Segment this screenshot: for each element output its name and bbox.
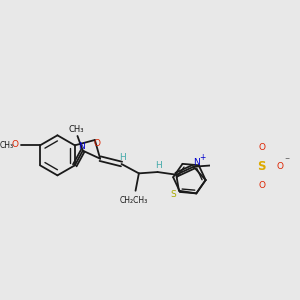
Text: H: H xyxy=(119,153,126,162)
Text: O: O xyxy=(277,161,284,170)
Text: CH₃: CH₃ xyxy=(0,141,14,150)
Text: O: O xyxy=(258,181,265,190)
Text: CH₃: CH₃ xyxy=(68,125,84,134)
Text: CH₂CH₃: CH₂CH₃ xyxy=(120,196,148,205)
Text: O: O xyxy=(258,143,265,152)
Text: ⁻: ⁻ xyxy=(284,156,289,166)
Text: S: S xyxy=(257,160,266,173)
Text: O: O xyxy=(94,140,101,148)
Text: N: N xyxy=(193,158,200,166)
Text: +: + xyxy=(199,153,206,162)
Text: O: O xyxy=(11,140,18,149)
Text: S: S xyxy=(171,190,176,199)
Text: N: N xyxy=(78,142,85,151)
Text: H: H xyxy=(155,161,162,170)
